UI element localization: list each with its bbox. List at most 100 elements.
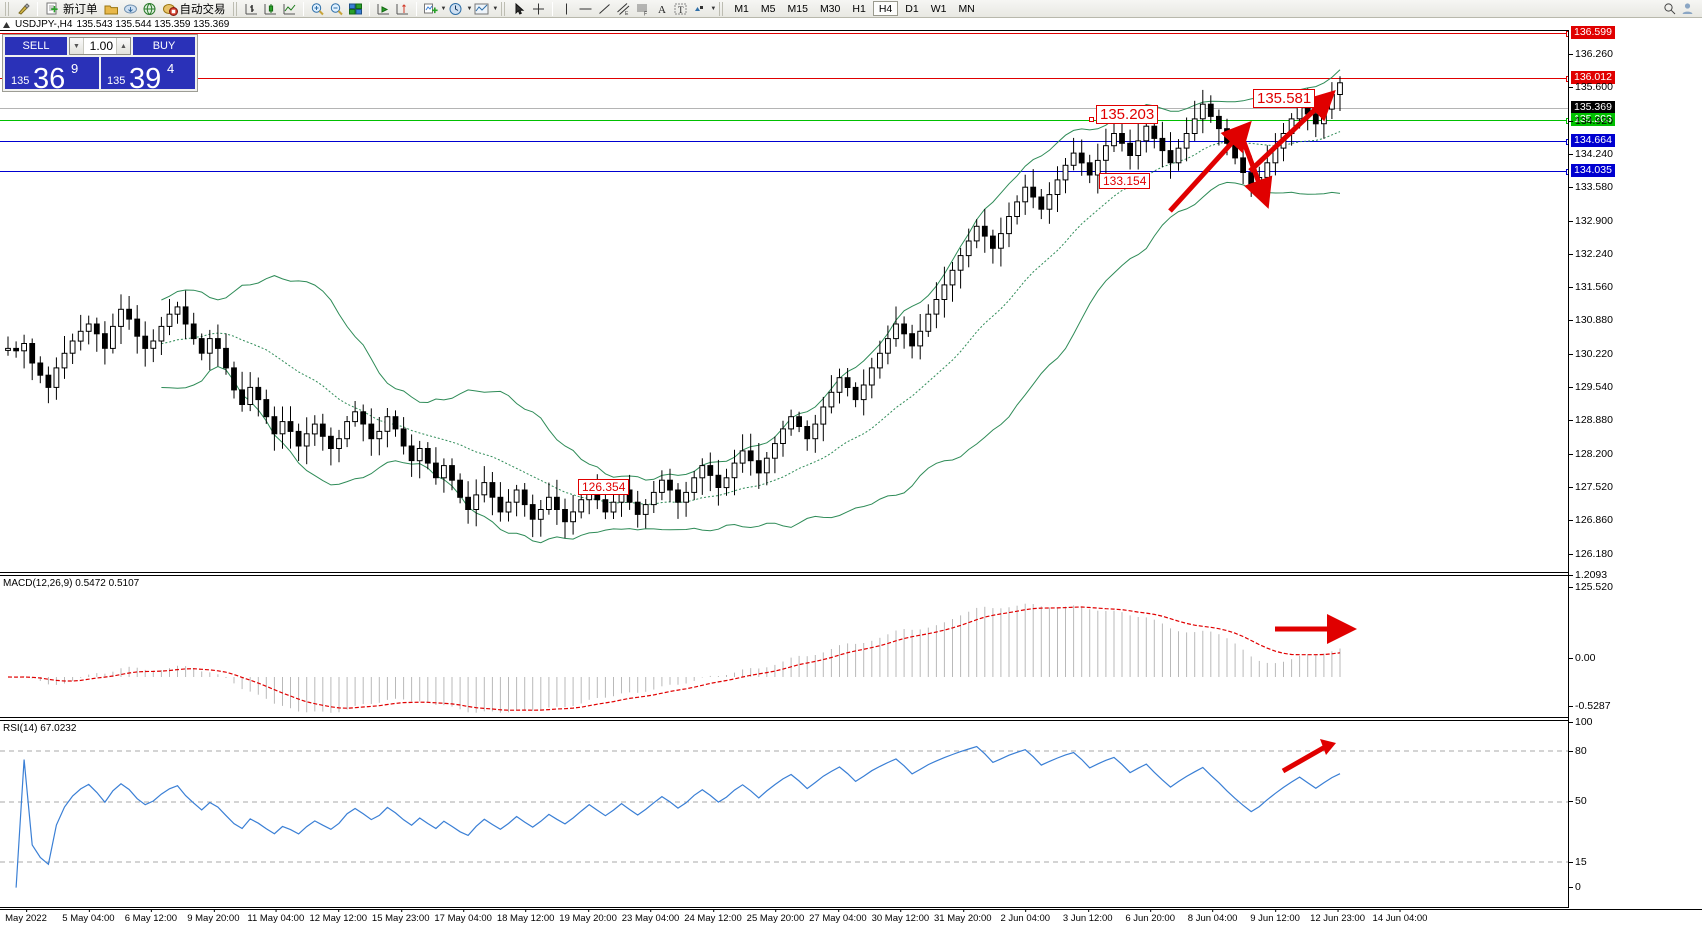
ask-price[interactable]: 135 39 4: [101, 57, 195, 94]
time-tick-label: 8 Jun 04:00: [1187, 909, 1238, 924]
timeframe-m5[interactable]: M5: [760, 2, 776, 15]
timeframe-m1[interactable]: M1: [734, 2, 749, 15]
timeframe-h4[interactable]: H4: [872, 1, 899, 16]
vertical-line-icon[interactable]: [558, 1, 575, 17]
time-tick-label: 12 Jun 23:00: [1310, 909, 1365, 924]
timeframe-mn[interactable]: MN: [958, 2, 975, 15]
rsi-tick-0: 0: [1569, 881, 1581, 893]
timeframe-m15[interactable]: M15: [787, 2, 808, 15]
price-tag-136012[interactable]: 136.012: [1571, 71, 1615, 84]
templates-icon[interactable]: [473, 1, 490, 17]
time-axis[interactable]: May 2022 5 May 04:00 6 May 12:00 9 May 20:0…: [0, 909, 1702, 934]
period-dropdown-arrow-icon[interactable]: ▼: [466, 5, 473, 12]
rsi-tick-50: 50: [1569, 795, 1587, 807]
templates-dropdown-arrow-icon[interactable]: ▼: [492, 5, 499, 12]
window-resize-grip[interactable]: [1692, 22, 1700, 28]
price-tag-134035[interactable]: 134.035: [1571, 164, 1615, 177]
bar-chart-icon[interactable]: [243, 1, 260, 17]
price-tick: 127.520: [1569, 481, 1613, 493]
price-tick: 125.520: [1569, 581, 1613, 593]
new-order-button[interactable]: 新订单: [43, 1, 101, 17]
buy-button[interactable]: BUY: [133, 37, 195, 55]
toolbar-separator-4: [415, 1, 417, 16]
period-clock-icon[interactable]: [447, 1, 464, 17]
horizontal-line-icon[interactable]: [577, 1, 594, 17]
annotation-126354[interactable]: 126.354: [578, 479, 630, 495]
toolbar-grip-3[interactable]: [501, 1, 508, 16]
time-tick-label: 14 Jun 04:00: [1372, 909, 1428, 924]
price-tick: 130.880: [1569, 314, 1613, 326]
price-tag-134664[interactable]: 134.664: [1571, 134, 1615, 147]
toolbar-grip[interactable]: [5, 1, 11, 16]
timeframe-m30[interactable]: M30: [819, 2, 841, 15]
volume-increment-button[interactable]: ▲: [116, 38, 130, 54]
indicators-dropdown-arrow-icon[interactable]: ▼: [440, 5, 447, 12]
bid-price[interactable]: 135 36 9: [5, 57, 99, 94]
time-tick-label: 3 Jun 12:00: [1062, 909, 1113, 924]
rsi-pane[interactable]: RSI(14) 67.0232: [0, 720, 1568, 908]
macd-label: MACD(12,26,9) 0.5472 0.5107: [3, 578, 140, 589]
toolbar-separator-2: [302, 1, 304, 16]
text-box-icon[interactable]: T: [672, 1, 689, 17]
auto-trading-button[interactable]: 自动交易: [160, 1, 229, 17]
indicators-add-icon[interactable]: [422, 1, 439, 17]
shapes-dropdown-arrow-icon[interactable]: ▼: [710, 5, 717, 12]
search-icon[interactable]: [1663, 2, 1678, 16]
fibonacci-icon[interactable]: F: [634, 1, 651, 17]
tile-windows-icon[interactable]: [347, 1, 364, 17]
line-chart-icon[interactable]: [281, 1, 298, 17]
toolbar-grip-2[interactable]: [232, 1, 239, 16]
time-tick-label: 12 May 12:00: [309, 909, 368, 924]
timeframe-h1[interactable]: H1: [852, 2, 866, 15]
price-pane[interactable]: 135.203 135.581 133.154 126.354: [0, 30, 1572, 573]
new-order-icon: [46, 2, 61, 16]
symbol-info-bar: USDJPY-,H4 135.543 135.544 135.359 135.3…: [0, 19, 1702, 30]
annotation-135581[interactable]: 135.581: [1253, 89, 1316, 108]
cursor-icon[interactable]: [511, 1, 528, 17]
shapes-icon[interactable]: [691, 1, 708, 17]
globe-icon[interactable]: [141, 1, 158, 17]
trendline-icon[interactable]: [596, 1, 613, 17]
time-tick-label: 6 May 12:00: [124, 909, 178, 924]
macd-pane[interactable]: MACD(12,26,9) 0.5472 0.5107: [0, 575, 1568, 718]
macd-tick-max: 1.2093: [1569, 569, 1607, 581]
text-label-icon[interactable]: A: [653, 1, 670, 17]
sell-button[interactable]: SELL: [5, 37, 67, 55]
time-tick-label: 15 May 23:00: [371, 909, 430, 924]
annotation-133154[interactable]: 133.154: [1099, 173, 1151, 189]
rsi-label: RSI(14) 67.0232: [3, 723, 77, 734]
trade-panel-top-row: SELL ▼ 1.00 ▲ BUY: [3, 35, 197, 57]
price-tag-136599[interactable]: 136.599: [1571, 26, 1615, 39]
zoom-out-icon[interactable]: [328, 1, 345, 17]
new-order-label: 新订单: [63, 3, 98, 16]
volume-input[interactable]: 1.00: [89, 39, 113, 53]
crosshair-pointer-icon[interactable]: [15, 1, 32, 17]
auto-scroll-icon[interactable]: [394, 1, 411, 17]
toolbar-grip-4[interactable]: [719, 1, 726, 16]
volume-stepper[interactable]: ▼ 1.00 ▲: [69, 37, 131, 55]
price-tick: 134.920: [1569, 115, 1613, 127]
rsi-tick-80: 80: [1569, 745, 1587, 757]
user-account-icon[interactable]: [1681, 2, 1696, 16]
shift-end-icon[interactable]: [375, 1, 392, 17]
bid-fraction: 9: [71, 61, 79, 76]
timeframe-w1[interactable]: W1: [930, 2, 947, 15]
zoom-in-icon[interactable]: [309, 1, 326, 17]
download-cloud-icon[interactable]: [122, 1, 139, 17]
time-tick-label: 18 May 12:00: [496, 909, 555, 924]
svg-text:T: T: [678, 5, 684, 15]
macd-tick-zero: 0.00: [1569, 652, 1595, 664]
price-scale[interactable]: 136.599 136.012 135.369 135.203 134.664 …: [1568, 26, 1702, 908]
price-tick: 129.540: [1569, 381, 1613, 393]
price-tag-135203[interactable]: 135.203: [1571, 113, 1615, 126]
price-tick: 131.560: [1569, 281, 1613, 293]
one-click-trading-panel[interactable]: SELL ▼ 1.00 ▲ BUY 135 36 9 135 39 4: [2, 34, 198, 94]
folder-icon[interactable]: [103, 1, 120, 17]
equidistant-channel-icon[interactable]: E: [615, 1, 632, 17]
crosshair-icon[interactable]: [530, 1, 547, 17]
volume-decrement-button[interactable]: ▼: [70, 38, 84, 54]
candlestick-chart-icon[interactable]: [262, 1, 279, 17]
timeframe-d1[interactable]: D1: [905, 2, 919, 15]
annotation-135203[interactable]: 135.203: [1096, 105, 1159, 124]
